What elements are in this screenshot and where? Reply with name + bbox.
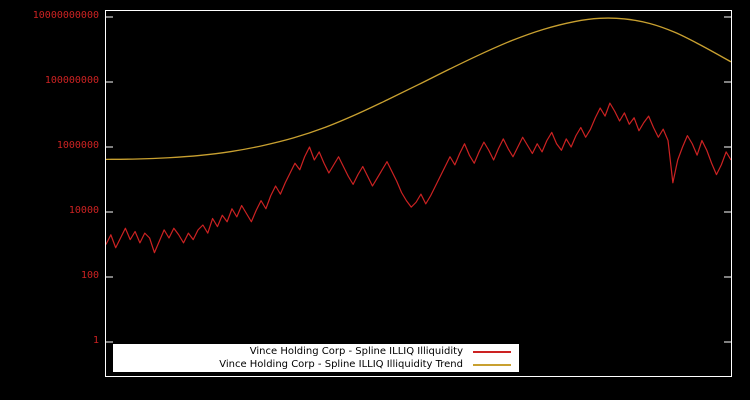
legend-label-illiquidity: Vince Holding Corp - Spline ILLIQ Illiqu… — [249, 345, 463, 357]
y-axis-tick-label: 10000000000 — [32, 10, 99, 21]
y-axis-tick-label: 10000 — [68, 205, 99, 216]
legend-line-swatch-yellow — [473, 363, 511, 366]
chart-canvas — [106, 16, 731, 343]
legend-entry-illiquidity: Vince Holding Corp - Spline ILLIQ Illiqu… — [113, 345, 519, 358]
legend-label-trend: Vince Holding Corp - Spline ILLIQ Illiqu… — [219, 358, 463, 370]
legend-line-swatch-red — [473, 350, 511, 353]
legend-entry-trend: Vince Holding Corp - Spline ILLIQ Illiqu… — [113, 358, 519, 371]
y-axis-tick-label: 1000000 — [56, 140, 99, 151]
y-axis-tick-label: 100000000 — [44, 75, 99, 86]
legend: Vince Holding Corp - Spline ILLIQ Illiqu… — [113, 344, 519, 372]
plot-area — [105, 10, 732, 377]
y-axis-tick-label: 1 — [92, 335, 99, 346]
y-axis-tick-label: 100 — [80, 270, 99, 281]
